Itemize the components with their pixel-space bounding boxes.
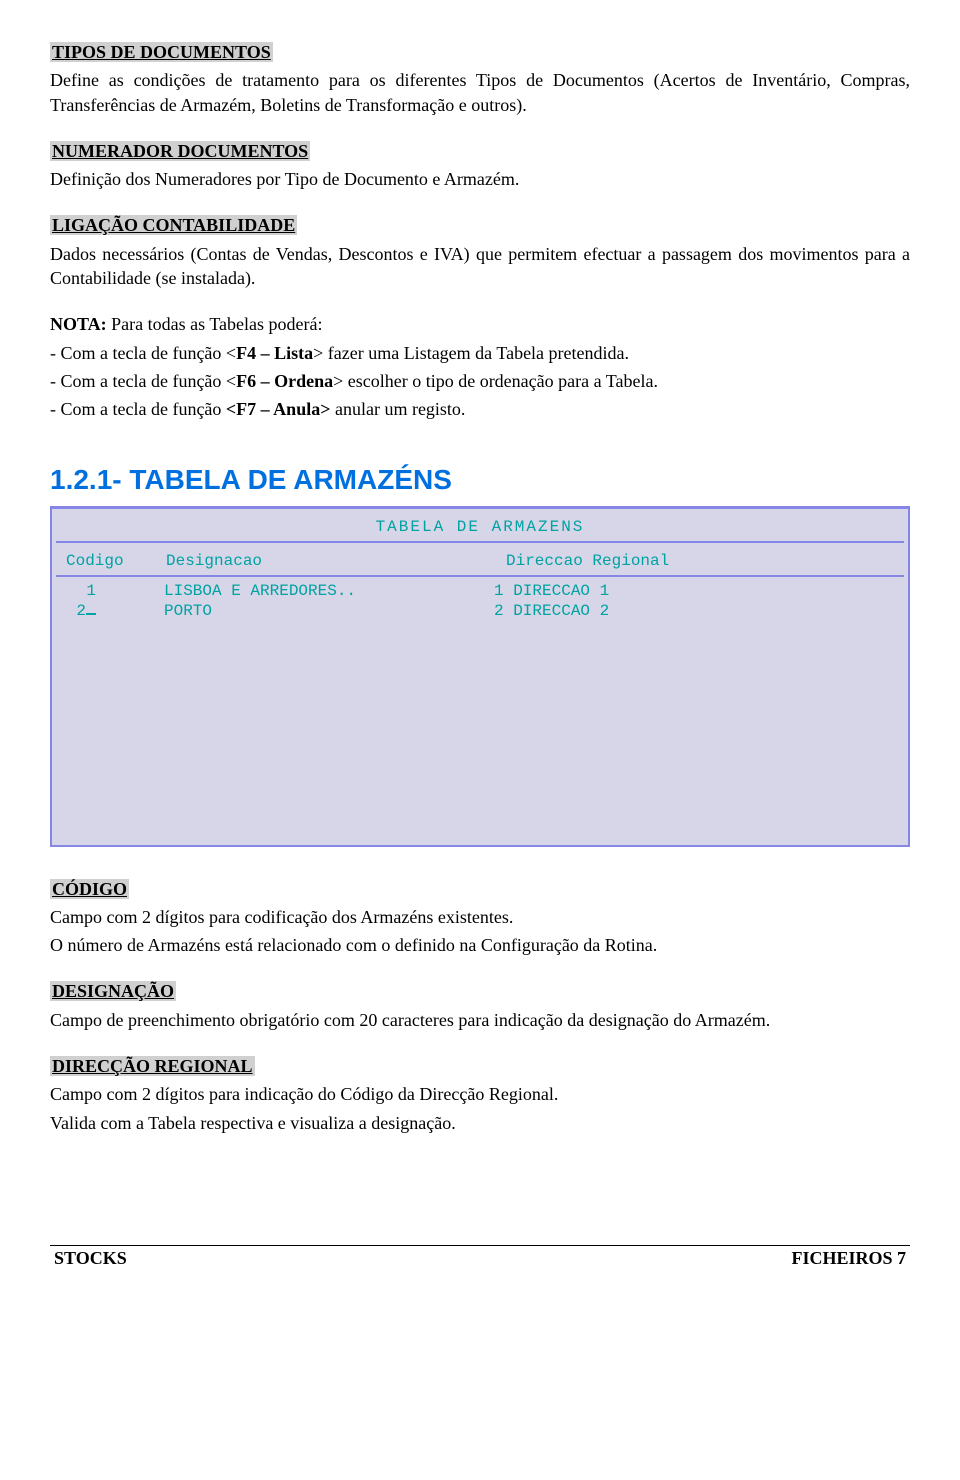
section-heading: 1.2.1- TABELA DE ARMAZÉNS [50, 464, 910, 496]
section-designacao: DESIGNAÇÃO [50, 979, 910, 1003]
section-codigo: CÓDIGO [50, 877, 910, 901]
section-direccao: DIRECÇÃO REGIONAL [50, 1054, 910, 1078]
numerador-title: NUMERADOR DOCUMENTOS [50, 141, 310, 161]
nota-line1: - Com a tecla de função <F4 – Lista> faz… [50, 341, 910, 365]
tipos-body: Define as condições de tratamento para o… [50, 68, 910, 117]
section-tipos: TIPOS DE DOCUMENTOS [50, 40, 910, 64]
nota-line3: - Com a tecla de função <F7 – Anula> anu… [50, 397, 910, 421]
footer-right: FICHEIROS 7 [791, 1248, 906, 1269]
tipos-title: TIPOS DE DOCUMENTOS [50, 42, 273, 62]
terminal-window: TABELA DE ARMAZENS Codigo Designacao Dir… [50, 506, 910, 847]
ligacao-body: Dados necessários (Contas de Vendas, Des… [50, 242, 910, 291]
terminal-header-designacao: Designacao [166, 551, 506, 571]
codigo-title: CÓDIGO [50, 879, 129, 899]
nota-lead: NOTA: [50, 314, 107, 334]
terminal-row: 2 PORTO 2 DIRECCAO 2 [66, 601, 894, 621]
direccao-l1: Campo com 2 dígitos para indicação do Có… [50, 1082, 910, 1106]
nota-line0: NOTA: Para todas as Tabelas poderá: [50, 312, 910, 336]
terminal-title: TABELA DE ARMAZENS [56, 513, 904, 539]
numerador-body: Definição dos Numeradores por Tipo de Do… [50, 167, 910, 191]
footer-left: STOCKS [54, 1248, 127, 1269]
nota-lead-rest: Para todas as Tabelas poderá: [107, 314, 323, 334]
terminal-header-direccao: Direccao Regional [506, 551, 894, 571]
terminal-headers: Codigo Designacao Direccao Regional [56, 547, 904, 573]
designacao-title: DESIGNAÇÃO [50, 981, 176, 1001]
codigo-l1: Campo com 2 dígitos para codificação dos… [50, 905, 910, 929]
terminal-row: 1 LISBOA E ARREDORES.. 1 DIRECCAO 1 [66, 581, 894, 601]
direccao-l2: Valida com a Tabela respectiva e visuali… [50, 1111, 910, 1135]
codigo-l2: O número de Armazéns está relacionado co… [50, 933, 910, 957]
page-footer: STOCKS FICHEIROS 7 [50, 1245, 910, 1269]
terminal-body: 1 LISBOA E ARREDORES.. 1 DIRECCAO 1 2 PO… [56, 581, 904, 841]
direccao-title: DIRECÇÃO REGIONAL [50, 1056, 255, 1076]
section-numerador: NUMERADOR DOCUMENTOS [50, 139, 910, 163]
designacao-body: Campo de preenchimento obrigatório com 2… [50, 1008, 910, 1032]
ligacao-title: LIGAÇÃO CONTABILIDADE [50, 215, 297, 235]
section-ligacao: LIGAÇÃO CONTABILIDADE [50, 213, 910, 237]
terminal-cursor [86, 613, 96, 615]
nota-line2: - Com a tecla de função <F6 – Ordena> es… [50, 369, 910, 393]
terminal-header-codigo: Codigo [66, 551, 166, 571]
